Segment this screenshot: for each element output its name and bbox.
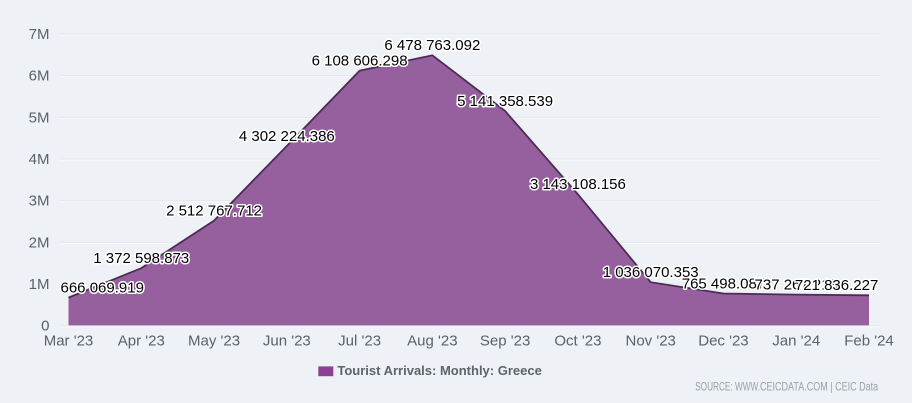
svg-text:7M: 7M [29,26,50,43]
svg-text:737 267.213: 737 267.213 [755,277,838,294]
svg-text:721 836.227: 721 836.227 [795,277,878,294]
svg-text:Jan '24: Jan '24 [772,333,820,350]
svg-text:CEICDATA.COM | CEIC Data: CEICDATA.COM | CEIC Data [760,380,878,394]
svg-text:5 141 358.539: 5 141 358.539 [457,93,553,110]
svg-text:May '23: May '23 [188,333,240,350]
svg-text:2M: 2M [29,234,50,251]
svg-text:Mar '23: Mar '23 [44,333,94,350]
svg-text:4M: 4M [29,151,50,168]
svg-text:1M: 1M [29,276,50,293]
svg-text:666 069.919: 666 069.919 [61,279,144,296]
svg-text:765 498.087: 765 498.087 [682,275,765,292]
svg-text:Oct '23: Oct '23 [554,333,601,350]
svg-text:6 478 763.092: 6 478 763.092 [384,37,480,54]
svg-text:Dec '23: Dec '23 [698,333,748,350]
svg-text:4 302 224.386: 4 302 224.386 [239,128,335,145]
svg-text:1 372 598.873: 1 372 598.873 [93,250,189,267]
svg-text:1 036 070.353: 1 036 070.353 [603,264,699,281]
svg-text:2 512 767.712: 2 512 767.712 [166,202,262,219]
svg-text:Sep '23: Sep '23 [480,333,530,350]
svg-text:Jul '23: Jul '23 [338,333,381,350]
svg-text:SOURCE: WWW.: SOURCE: WWW. [695,380,760,394]
svg-text:0: 0 [41,318,49,335]
svg-text:Aug '23: Aug '23 [407,333,457,350]
svg-text:3M: 3M [29,193,50,210]
svg-text:Feb '24: Feb '24 [844,333,894,350]
svg-text:Tourist Arrivals: Monthly: Gre: Tourist Arrivals: Monthly: Greece [337,363,541,378]
svg-text:3 143 108.156: 3 143 108.156 [530,176,626,193]
svg-text:Nov '23: Nov '23 [625,333,675,350]
svg-text:Apr '23: Apr '23 [118,333,165,350]
svg-text:5M: 5M [29,109,50,126]
svg-text:6M: 6M [29,68,50,85]
svg-text:Jun '23: Jun '23 [263,333,311,350]
svg-text:6 108 606.298: 6 108 606.298 [312,53,408,70]
